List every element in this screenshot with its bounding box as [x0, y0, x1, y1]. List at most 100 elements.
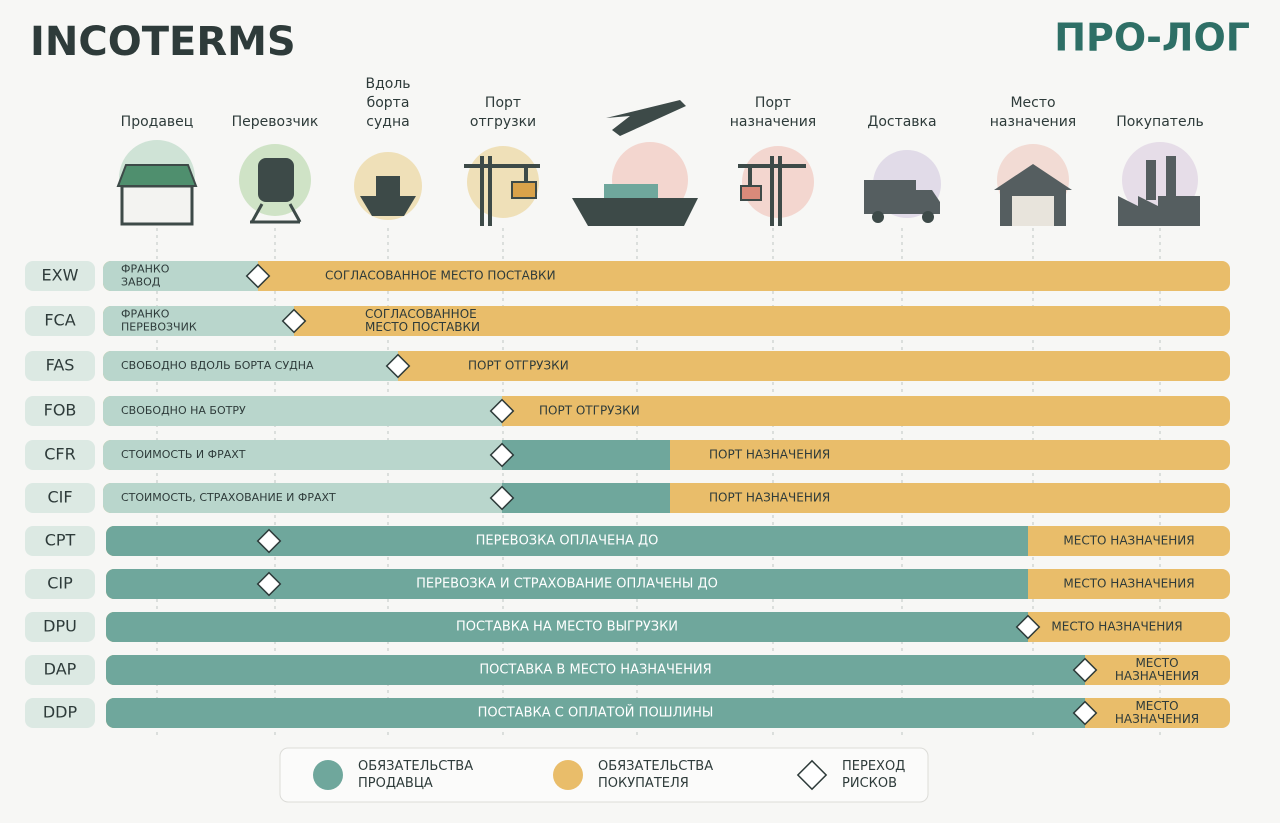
code-pill: [25, 698, 95, 728]
legend-label: ПЕРЕХОД: [842, 759, 905, 774]
code-pill: [25, 612, 95, 642]
crane-icon: [738, 156, 806, 226]
seller-text: ЗАВОД: [121, 276, 161, 289]
buyer-text: ПОРТ НАЗНАЧЕНИЯ: [709, 491, 830, 505]
stage-label: Порт: [485, 95, 521, 111]
buyer-text: МЕСТО: [1135, 699, 1178, 713]
risk-diamond: [385, 353, 411, 379]
code-pill: [25, 526, 95, 556]
truck-cab: [916, 190, 940, 214]
seller-text: ФРАНКО: [121, 263, 170, 276]
shop-icon: [120, 184, 194, 226]
seller-light-segment: [103, 483, 502, 513]
stage-label: Место: [1010, 95, 1055, 111]
risk-diamond: [1015, 614, 1041, 640]
row-bar: [103, 440, 1230, 470]
buyer-text: НАЗНАЧЕНИЯ: [1115, 669, 1199, 683]
wheel: [872, 211, 884, 223]
seller-text: ПОСТАВКА НА МЕСТО ВЫГРУЗКИ: [456, 620, 678, 635]
legend-swatch: [313, 760, 343, 790]
truck-icon: [864, 180, 916, 214]
seller-text: СВОБОДНО ВДОЛЬ БОРТА СУДНА: [121, 359, 314, 372]
legend-label: ОБЯЗАТЕЛЬСТВА: [358, 759, 473, 774]
stage-label: Покупатель: [1116, 114, 1204, 130]
seller-text: ПЕРЕВОЗКА ОПЛАЧЕНА ДО: [476, 534, 659, 549]
row-bar: [103, 396, 1230, 426]
seller-light-segment: [103, 440, 502, 470]
row-bar: [103, 483, 1230, 513]
legend-label: ПРОДАВЦА: [358, 776, 433, 791]
buyer-text: МЕСТО НАЗНАЧЕНИЯ: [1063, 577, 1194, 591]
code: FOB: [44, 401, 77, 420]
legend-label: РИСКОВ: [842, 776, 897, 791]
code-pill: [25, 306, 95, 336]
code: CFR: [44, 445, 76, 464]
code: DAP: [44, 660, 77, 679]
code-pill: [25, 396, 95, 426]
buyer-text: МЕСТО ПОСТАВКИ: [365, 320, 480, 334]
title: INCOTERMS: [30, 19, 296, 65]
buyer-text: ПОРТ ОТГРУЗКИ: [468, 359, 569, 373]
plane-icon: [606, 100, 686, 136]
seller-segment: [106, 655, 1085, 685]
wheel: [922, 211, 934, 223]
seller-text: СВОБОДНО НА БОТРУ: [121, 404, 246, 417]
legend-box: [279, 747, 929, 803]
code: DPU: [43, 617, 77, 636]
row-bar: [106, 655, 1230, 685]
crane-cargo: [740, 185, 762, 201]
seller-text: ПОСТАВКА В МЕСТО НАЗНАЧЕНИЯ: [479, 663, 711, 678]
code: DDP: [43, 703, 78, 722]
icons: [116, 100, 1200, 226]
seller-text: ПЕРЕВОЗКА И СТРАХОВАНИЕ ОПЛАЧЕНЫ ДО: [416, 577, 718, 592]
row-bar: [103, 306, 1230, 336]
legend-label: ОБЯЗАТЕЛЬСТВА: [598, 759, 713, 774]
stage-label: судна: [366, 114, 409, 130]
seller-text: ПОСТАВКА С ОПЛАТОЙ ПОШЛИНЫ: [478, 705, 714, 721]
seller-segment: [502, 440, 670, 470]
risk-diamond: [256, 571, 282, 597]
crane-icon: [464, 156, 540, 226]
buyer-text: СОГЛАСОВАННОЕ: [365, 307, 477, 321]
stage-label: назначения: [990, 114, 1076, 130]
factory-icon: [1118, 196, 1200, 226]
containers: [604, 184, 658, 198]
seller-text: СТОИМОСТЬ И ФРАХТ: [121, 448, 246, 461]
seller-text: СТОИМОСТЬ, СТРАХОВАНИЕ И ФРАХТ: [121, 491, 336, 504]
buyer-text: НАЗНАЧЕНИЯ: [1115, 712, 1199, 726]
risk-diamond: [281, 308, 307, 334]
code-pill: [25, 569, 95, 599]
train-rails: [250, 203, 302, 224]
seller-light-segment: [103, 351, 398, 381]
brand: ПРО-ЛОГ: [1054, 16, 1250, 60]
train-icon: [258, 158, 294, 202]
buyer-segment: [103, 261, 1230, 291]
legend-swatch: [553, 760, 583, 790]
buyer-text: ПОРТ НАЗНАЧЕНИЯ: [709, 448, 830, 462]
risk-diamond: [1072, 700, 1098, 726]
code-pill: [25, 351, 95, 381]
row-bar: [106, 569, 1230, 599]
risk-diamond: [489, 442, 515, 468]
buyer-text: МЕСТО НАЗНАЧЕНИЯ: [1063, 534, 1194, 548]
ship-icon: [360, 196, 416, 216]
crane-cargo: [511, 181, 537, 199]
code-pill: [25, 655, 95, 685]
seller-text: ФРАНКО: [121, 308, 170, 321]
seller-text: ПЕРЕВОЗЧИК: [121, 321, 197, 334]
stage-label: Доставка: [867, 114, 936, 130]
risk-diamond: [256, 528, 282, 554]
seller-light-segment: [103, 396, 502, 426]
warehouse-door: [1012, 196, 1054, 226]
code: CIP: [47, 574, 73, 593]
legend-label: ПОКУПАТЕЛЯ: [598, 776, 689, 791]
seller-light-segment: [103, 306, 294, 336]
stage-label: назначения: [730, 114, 816, 130]
stage-label: борта: [367, 95, 410, 111]
code: CPT: [45, 531, 76, 550]
row-bar: [106, 698, 1230, 728]
seller-light-segment: [103, 261, 258, 291]
code-pill: [25, 483, 95, 513]
